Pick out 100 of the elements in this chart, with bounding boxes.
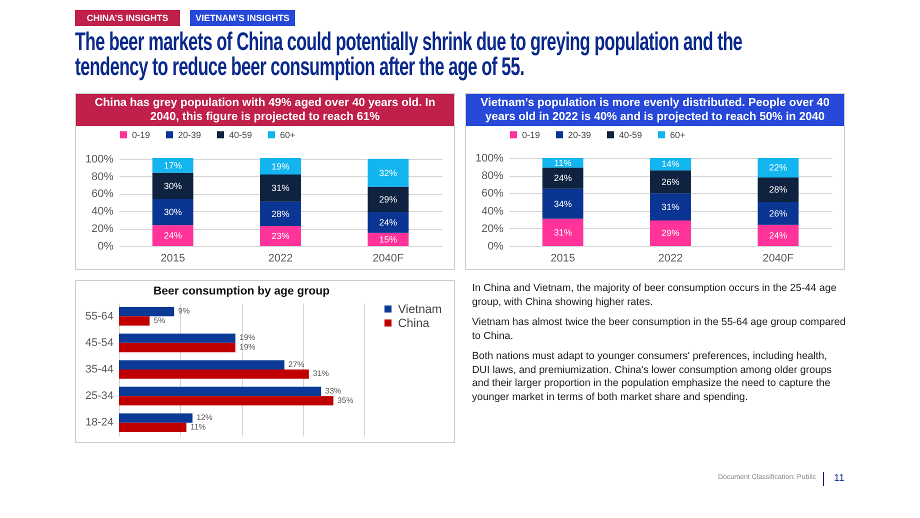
- bar: [119, 342, 236, 352]
- data-label: 14%: [661, 159, 680, 170]
- data-label: 31%: [312, 369, 329, 378]
- y-tick-label: 0%: [98, 240, 114, 252]
- text: VIETNAM’S INSIGHTS: [190, 10, 295, 26]
- y-tick-label: 60%: [481, 188, 504, 200]
- data-label: 30%: [164, 180, 182, 191]
- x-tick-label: 2022: [268, 252, 293, 264]
- text: 11: [834, 473, 844, 484]
- y-tick-label: 40%: [91, 206, 114, 218]
- data-label: 19%: [271, 161, 290, 172]
- data-label: 29%: [379, 194, 398, 204]
- x-tick-label: 2015: [550, 252, 576, 264]
- legend-label: 20-39: [568, 130, 592, 140]
- data-label: 23%: [271, 230, 290, 241]
- data-label: 29%: [661, 228, 680, 238]
- legend-label: 60+: [670, 130, 686, 140]
- bar: [119, 422, 186, 432]
- text: CHINA’S INSIGHTS: [75, 10, 180, 26]
- legend-label: 40-59: [229, 130, 252, 140]
- legend-label: 0-19: [522, 130, 540, 140]
- legend-label: 20-39: [178, 130, 202, 140]
- legend-label: 0-19: [132, 130, 150, 140]
- bar: [368, 158, 409, 187]
- bar: [119, 360, 284, 370]
- data-label: 28%: [271, 208, 290, 219]
- bar: [758, 158, 799, 178]
- data-label: 26%: [769, 208, 788, 218]
- bar: [119, 386, 322, 396]
- bar: [542, 188, 584, 219]
- y-tick-label: 100%: [475, 152, 504, 164]
- text: In China and Vietnam, the majority of beer consumption occurs in the 25-44 age group, with China showing higher rates.: [472, 282, 838, 309]
- bar: [368, 212, 409, 233]
- data-label: 11%: [554, 158, 572, 168]
- data-label: 24%: [769, 230, 788, 240]
- data-label: 35%: [337, 396, 354, 405]
- bar: [152, 172, 194, 199]
- y-tick-label: 45-54: [85, 336, 114, 349]
- bar: [152, 198, 194, 226]
- legend-label: Vietnam: [398, 302, 442, 316]
- bar: [152, 158, 194, 173]
- data-label: 30%: [164, 207, 182, 218]
- bar: [650, 170, 691, 194]
- data-label: 24%: [379, 217, 398, 228]
- text: Both nations must adapt to younger consumers' preferences, including health, DUI laws, and premiumization. China's lower consumption among older groups and their larger proportion in the population emphasize the need to capture the younger market in terms of both market share and spending.: [472, 350, 833, 404]
- data-label: 27%: [288, 360, 304, 369]
- x-tick-label: 2040F: [762, 252, 794, 264]
- bar: [119, 370, 309, 379]
- bar: [260, 174, 301, 202]
- data-label: 19%: [239, 342, 256, 352]
- y-tick-label: 80%: [481, 170, 504, 182]
- data-label: 11%: [190, 422, 206, 432]
- data-label: 28%: [769, 184, 788, 195]
- bar: [119, 413, 192, 423]
- data-label: 33%: [325, 386, 342, 396]
- text: The beer markets of China could potentially shrink due to greying population and the tendency to reduce beer consumption after the age of 55.: [75, 28, 744, 81]
- data-label: 24%: [164, 230, 182, 241]
- data-label: 5%: [154, 316, 166, 325]
- y-tick-label: 20%: [481, 222, 504, 235]
- y-tick-label: 18-24: [85, 416, 114, 429]
- y-tick-label: 35-44: [85, 364, 114, 376]
- data-label: 19%: [239, 333, 256, 342]
- y-tick-label: 80%: [91, 170, 114, 183]
- x-tick-label: 2040F: [372, 252, 404, 264]
- data-label: 31%: [271, 183, 290, 194]
- data-label: 24%: [554, 173, 572, 184]
- bar: [119, 306, 174, 316]
- data-label: 32%: [379, 168, 398, 178]
- data-label: 31%: [554, 227, 572, 238]
- y-tick-label: 100%: [85, 153, 114, 166]
- bar: [758, 202, 799, 225]
- bar: [758, 224, 799, 246]
- bar: [368, 186, 409, 212]
- bar: [260, 202, 301, 226]
- bar: [650, 220, 691, 246]
- bar: [542, 168, 584, 189]
- data-label: 31%: [661, 202, 680, 212]
- y-tick-label: 25-34: [85, 390, 114, 402]
- y-tick-label: 40%: [481, 205, 504, 218]
- y-tick-label: 0%: [488, 240, 504, 252]
- bar: [152, 225, 194, 246]
- text: Vietnam has almost twice the beer consumption in the 55-64 age group compared to China.: [472, 316, 847, 343]
- y-tick-label: 60%: [91, 188, 114, 200]
- data-label: 26%: [661, 176, 680, 187]
- data-label: 17%: [164, 160, 182, 170]
- chart-title: Vietnam’s population is more evenly distributed. People over 40 years old in 2022 is 40% and is projected to reach 50% in 2040: [466, 94, 844, 126]
- data-label: 12%: [196, 413, 213, 422]
- data-label: 22%: [769, 162, 788, 173]
- data-label: 34%: [554, 198, 572, 209]
- bar: [260, 158, 301, 175]
- data-label: 9%: [178, 306, 190, 316]
- data-label: 15%: [379, 234, 398, 244]
- legend-label: China: [398, 316, 430, 330]
- x-tick-label: 2022: [658, 252, 683, 264]
- bar: [119, 334, 236, 343]
- y-tick-label: 20%: [91, 223, 114, 236]
- bar: [542, 218, 584, 246]
- x-tick-label: 2015: [160, 252, 186, 264]
- y-tick-label: 55-64: [85, 310, 114, 322]
- chart-title: Beer consumption by age group: [153, 286, 330, 298]
